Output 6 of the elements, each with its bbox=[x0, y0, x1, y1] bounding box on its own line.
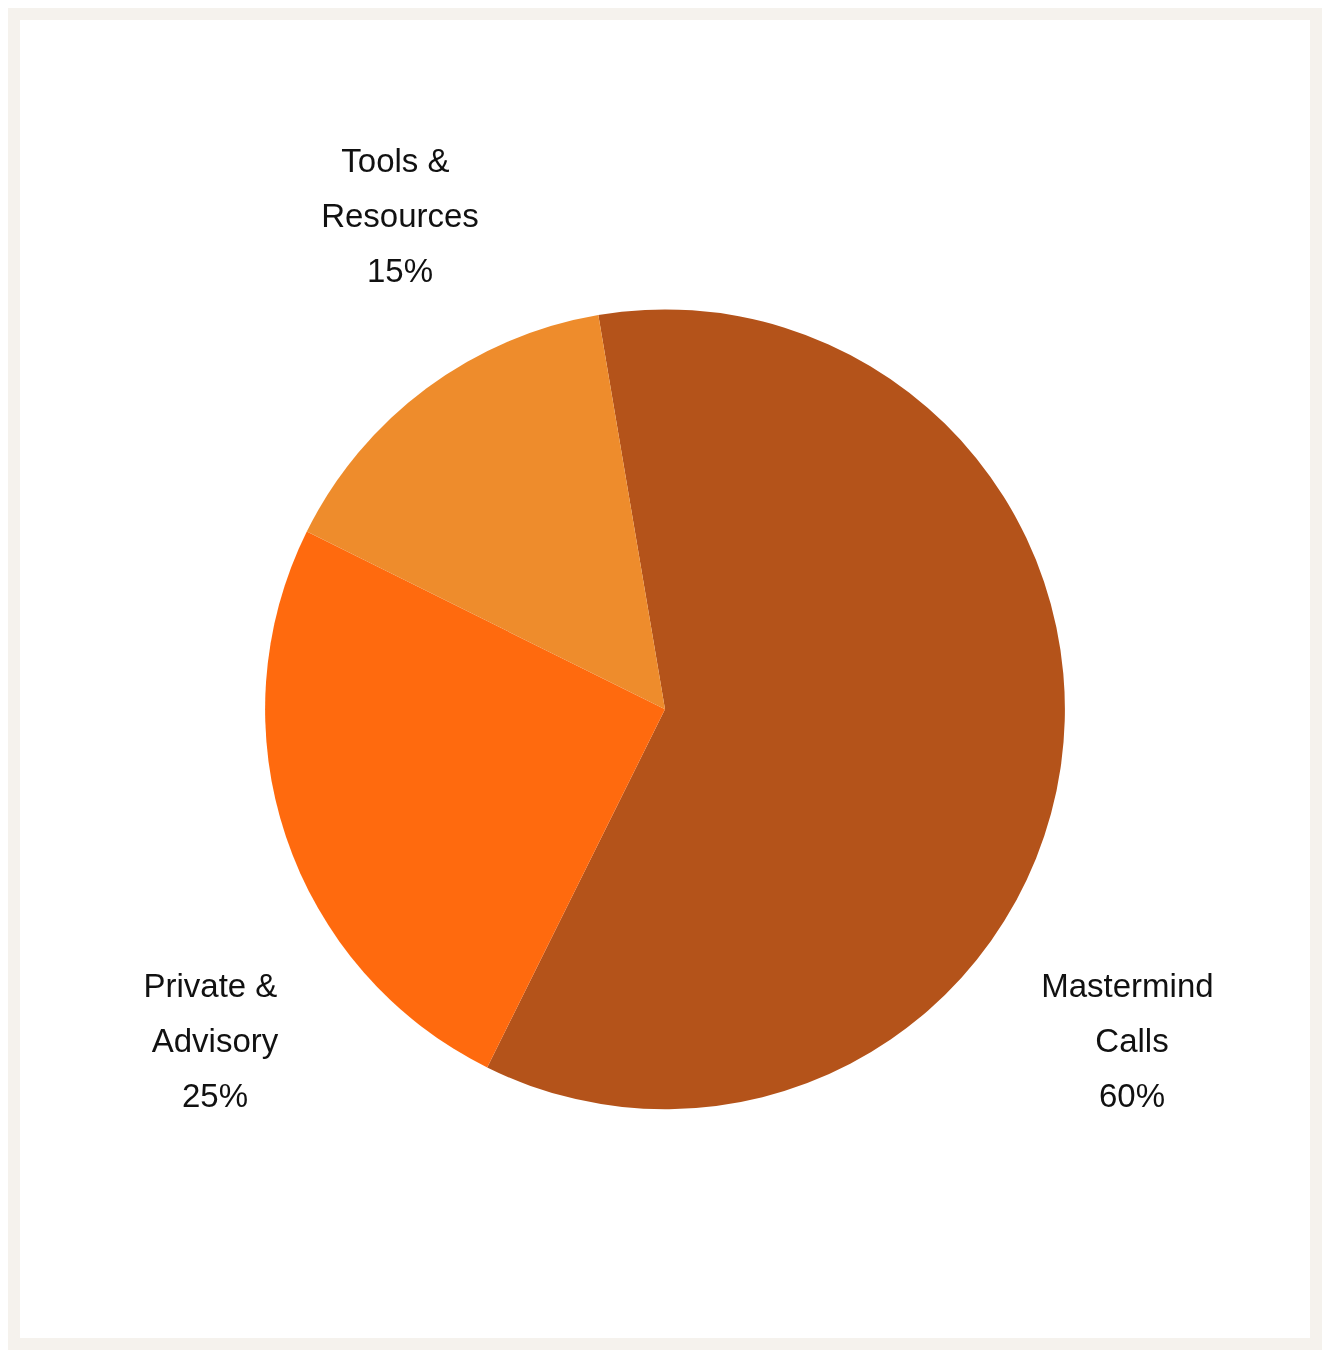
slice-label: Private & Advisory bbox=[143, 966, 287, 1059]
data-label: 15% bbox=[366, 251, 434, 289]
data-label: 60% bbox=[1098, 1076, 1166, 1114]
data-label: 25% bbox=[181, 1076, 249, 1114]
slice-label: Tools & Resources bbox=[321, 141, 479, 234]
slice-label: Mastermind Calls bbox=[1041, 966, 1223, 1059]
